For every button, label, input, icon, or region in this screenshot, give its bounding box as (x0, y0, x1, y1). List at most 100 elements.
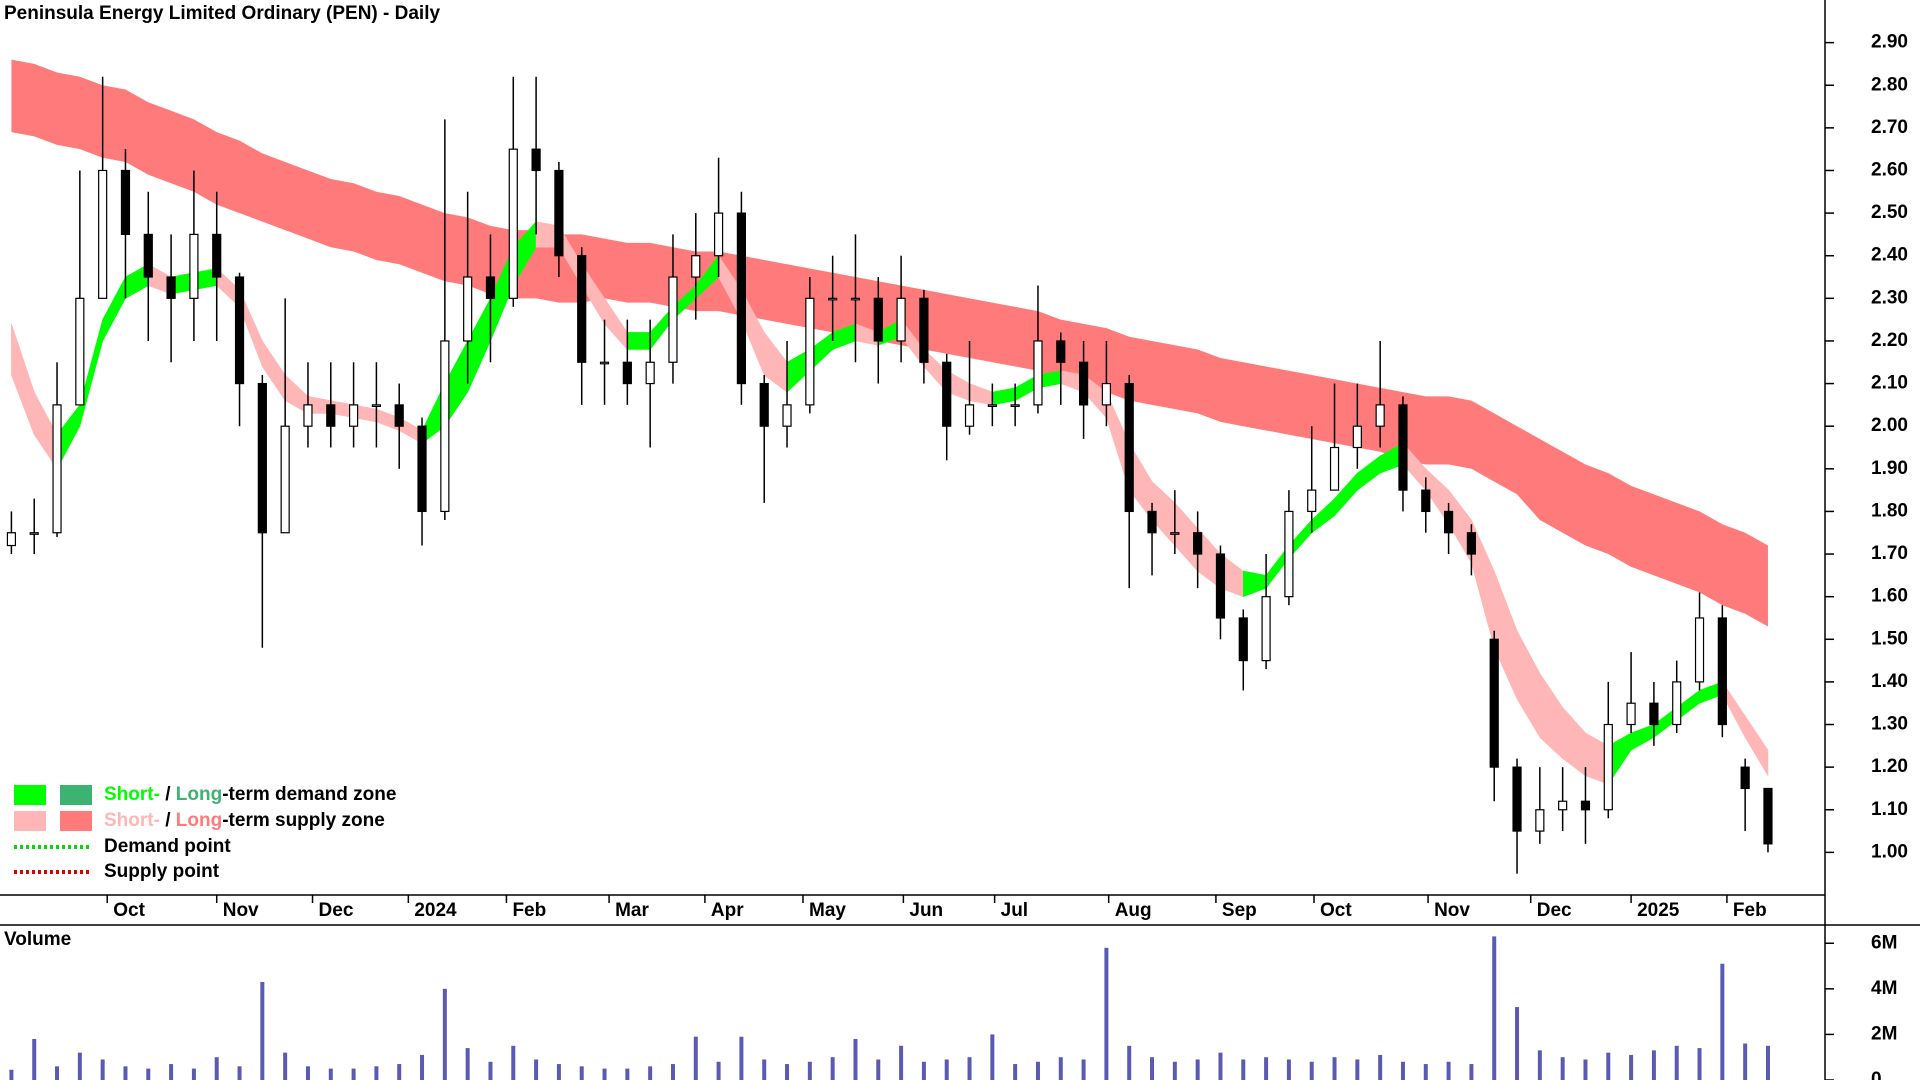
candle-body (1717, 617, 1727, 726)
candle-body (143, 233, 153, 278)
volume-bar (214, 1057, 219, 1080)
y-tick-label: 2.30 (1871, 287, 1908, 308)
candle-body (52, 404, 62, 534)
candle-body (1649, 702, 1659, 726)
candle-body (622, 361, 632, 385)
volume-bar (807, 1061, 812, 1080)
volume-bar (556, 1064, 561, 1080)
candle-body (668, 276, 678, 363)
candle-body (1740, 766, 1750, 790)
candle-body (1170, 532, 1180, 535)
volume-bar (191, 1068, 196, 1080)
candle-body (98, 169, 108, 299)
candle-body (1398, 404, 1408, 491)
y-tick-label: 0 (1871, 1069, 1882, 1080)
volume-bar (260, 981, 265, 1080)
y-tick-label: 1.50 (1871, 628, 1908, 649)
volume-bar (32, 1038, 37, 1080)
volume-bar (648, 1066, 653, 1080)
y-tick-label: 1.70 (1871, 543, 1908, 564)
candle-body (691, 255, 701, 278)
candle-body (919, 297, 929, 363)
volume-bar (1218, 1052, 1223, 1080)
candle-body (1672, 681, 1682, 726)
volume-bar (1720, 963, 1725, 1080)
legend-swatch (14, 811, 46, 831)
volume-bar (1537, 1050, 1542, 1080)
volume-bar (944, 1059, 949, 1080)
volume-bar (1446, 1061, 1451, 1080)
volume-bar (1743, 1043, 1748, 1080)
candle-body (348, 404, 359, 427)
y-tick-label: 2.90 (1871, 32, 1908, 53)
candle-body (440, 340, 450, 513)
volume-bar (374, 1066, 379, 1080)
candle-body (1580, 800, 1591, 811)
candle-body (326, 404, 336, 427)
volume-bar (534, 1059, 539, 1080)
candle-body (987, 404, 997, 407)
y-tick-label: 2.20 (1871, 330, 1908, 351)
y-tick-label: 2.80 (1871, 74, 1908, 95)
volume-bar (670, 1064, 675, 1080)
candle-body (1512, 766, 1522, 832)
candle-body (1329, 446, 1340, 491)
volume-bar (123, 1066, 128, 1080)
x-tick-label: Apr (711, 900, 744, 921)
volume-bar (1286, 1059, 1291, 1080)
volume-bar (1013, 1064, 1018, 1080)
candle-body (828, 297, 838, 301)
volume-bar (899, 1045, 904, 1080)
volume-bar (1492, 936, 1497, 1080)
volume-bar (990, 1034, 995, 1080)
volume-bar (420, 1054, 425, 1080)
legend-text: Short- (104, 784, 160, 805)
volume-bar (146, 1068, 151, 1080)
x-tick-label: Sep (1222, 900, 1257, 921)
chart-title: Peninsula Energy Limited Ordinary (PEN) … (4, 3, 440, 24)
volume-bar (625, 1068, 630, 1080)
volume-bar (55, 1066, 60, 1080)
candle-body (6, 532, 17, 547)
volume-bar (1332, 1057, 1337, 1080)
volume-bar (1423, 1064, 1428, 1080)
y-tick-label: 4M (1871, 978, 1897, 999)
candle-body (554, 169, 564, 257)
candle-body (531, 148, 541, 172)
volume-bar (693, 1036, 698, 1080)
y-tick-label: 2.70 (1871, 117, 1908, 138)
volume-bar (328, 1068, 333, 1080)
legend-label: Supply point (104, 861, 220, 882)
volume-bar (602, 1068, 607, 1080)
x-tick-label: Oct (113, 900, 145, 921)
y-tick-label: 2.60 (1871, 159, 1908, 180)
volume-bar (305, 1066, 310, 1080)
candle-body (1558, 800, 1568, 811)
x-tick-label: Dec (1537, 900, 1572, 921)
y-tick-label: 2.50 (1871, 202, 1908, 223)
x-tick-label: 2025 (1637, 900, 1680, 921)
candle-body (1101, 382, 1112, 406)
legend-swatch (14, 785, 46, 805)
candle-body (645, 361, 655, 385)
candle-body (1352, 425, 1362, 449)
volume-bar (77, 1052, 82, 1080)
candle-body (280, 425, 290, 534)
candle-body (1307, 489, 1317, 513)
legend-text: Short- (104, 810, 160, 831)
volume-bar (1172, 1061, 1177, 1080)
candle-body (942, 361, 952, 427)
candle-body (417, 425, 427, 513)
candle-body (736, 212, 747, 385)
legend-text: -term demand zone (222, 784, 396, 805)
y-tick-label: 2M (1871, 1023, 1897, 1044)
x-tick-label: Oct (1320, 900, 1352, 921)
candle-body (759, 382, 769, 427)
candle-body (1033, 340, 1043, 406)
volume-bar (237, 1066, 242, 1080)
x-tick-label: Jun (909, 900, 943, 921)
y-tick-label: 1.90 (1871, 458, 1908, 479)
volume-bar (853, 1038, 858, 1080)
volume-bar (100, 1059, 105, 1080)
